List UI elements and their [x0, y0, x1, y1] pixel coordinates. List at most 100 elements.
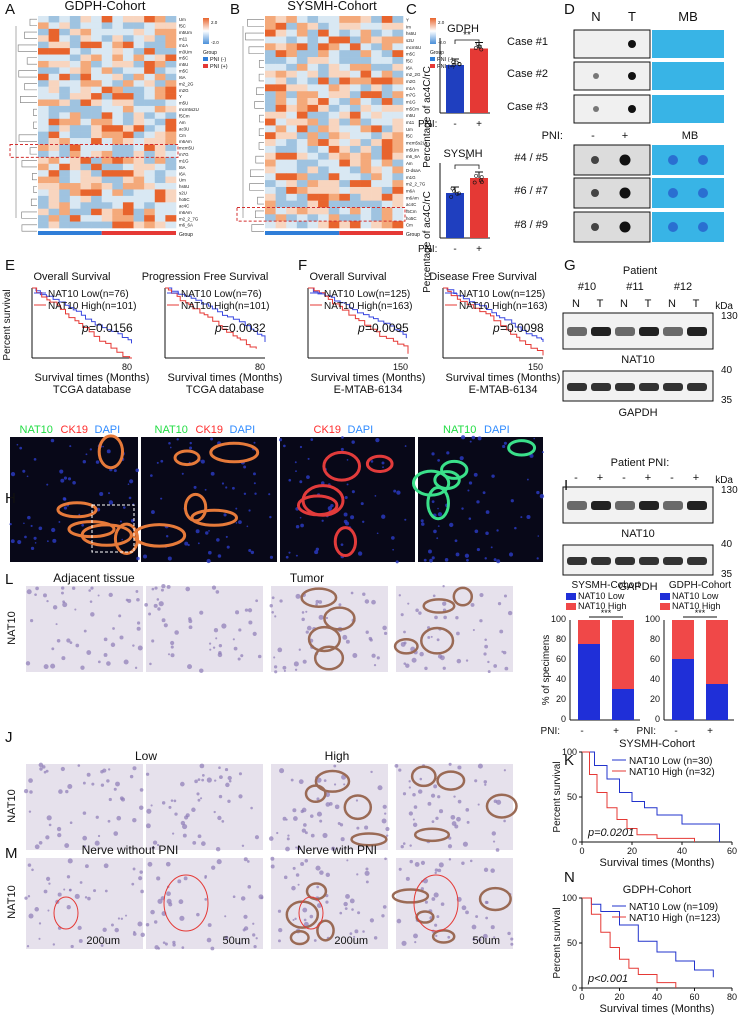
- nucleus: [110, 642, 116, 648]
- pni-label: PNI:: [418, 244, 437, 255]
- dapi-nucleus: [95, 460, 100, 464]
- legend-low: NAT10 Low(n=125): [324, 289, 410, 300]
- dapi-nucleus: [63, 506, 68, 510]
- gland-ring: [301, 484, 345, 517]
- heatmap-row-label: Um: [406, 127, 413, 132]
- tumor-gland: [410, 765, 437, 788]
- nerve-outline: [298, 896, 324, 930]
- bar-low: [578, 644, 600, 720]
- heatmap-cell: [275, 16, 287, 24]
- heatmap-cell: [144, 170, 156, 177]
- heatmap-cell: [48, 48, 60, 55]
- heatmap-cell: [265, 200, 276, 208]
- heatmap-cell: [286, 70, 298, 78]
- nucleus: [315, 599, 320, 604]
- heatmap-cell: [307, 186, 319, 195]
- heatmap-cell: [48, 183, 60, 190]
- nucleus: [158, 601, 164, 607]
- heatmap-cell: [328, 166, 340, 174]
- nucleus: [403, 630, 406, 634]
- heatmap-row-label: Im: [406, 24, 411, 29]
- heatmap-cell: [381, 173, 393, 181]
- heatmap-row-label: m5C: [179, 69, 188, 74]
- dapi-nucleus: [484, 557, 487, 560]
- if-panel: [418, 437, 543, 562]
- dendrogram-branch: [255, 210, 264, 219]
- nucleus: [250, 806, 253, 810]
- heatmap-row-label: m6Am: [179, 210, 192, 215]
- heatmap-cell: [371, 139, 383, 147]
- heatmap-cell: [144, 150, 156, 158]
- nucleus: [436, 638, 440, 642]
- nucleus: [112, 627, 115, 630]
- dapi-nucleus: [243, 465, 247, 469]
- nucleus: [34, 844, 40, 850]
- heatmap-cell: [59, 189, 71, 197]
- row-label-h: NAT10: [6, 611, 18, 644]
- gland-ring: [333, 526, 358, 558]
- heatmap-cell: [91, 150, 102, 158]
- nucleus: [238, 628, 242, 632]
- nucleus: [255, 599, 259, 603]
- heatmap-cell: [371, 207, 383, 215]
- heatmap-cell: [38, 73, 49, 81]
- heatmap-cell: [381, 77, 393, 85]
- dapi-nucleus: [340, 447, 344, 451]
- nucleus: [365, 880, 369, 884]
- heatmap-cell: [286, 36, 298, 44]
- heatmap-row-label: m2G: [179, 88, 189, 93]
- dapi-nucleus: [106, 449, 111, 454]
- heatmap-cell: [307, 36, 319, 44]
- nucleus: [447, 935, 451, 939]
- heatmap-cell: [122, 41, 134, 49]
- nucleus: [215, 637, 218, 640]
- tumor-gland: [350, 832, 388, 847]
- dapi-nucleus: [437, 459, 440, 462]
- km-source: TCGA database: [53, 384, 131, 396]
- heatmap-cell: [69, 67, 81, 75]
- nucleus: [57, 833, 62, 838]
- nucleus: [151, 587, 155, 591]
- dapi-nucleus: [285, 555, 289, 559]
- nucleus: [162, 941, 166, 944]
- heatmap-cell: [112, 202, 124, 210]
- heatmap-cell: [296, 70, 308, 78]
- dot-pos: [619, 187, 631, 199]
- heatmap-dendrogram: [15, 18, 37, 232]
- heatmap-cell: [80, 112, 92, 120]
- dapi-nucleus: [143, 554, 148, 559]
- nucleus: [146, 808, 152, 814]
- heatmap-cell: [59, 144, 71, 152]
- heatmap-cell: [38, 202, 49, 210]
- heatmap-cell: [371, 104, 383, 113]
- heatmap-cell: [381, 43, 393, 51]
- heatmap-cell: [144, 35, 156, 42]
- dapi-nucleus: [529, 453, 534, 458]
- nucleus: [113, 831, 119, 836]
- nucleus: [439, 655, 445, 661]
- nucleus: [283, 875, 288, 880]
- nucleus: [35, 586, 39, 591]
- dapi-nucleus: [248, 509, 251, 512]
- dapi-nucleus: [10, 539, 15, 544]
- nucleus: [255, 937, 258, 940]
- nucleus: [484, 783, 487, 786]
- dapi-nucleus: [51, 527, 56, 533]
- heatmap-cell: [360, 159, 372, 167]
- heatmap-cell: [69, 80, 81, 87]
- tumor-gland: [452, 586, 474, 607]
- nucleus: [199, 668, 204, 673]
- nucleus: [145, 923, 150, 927]
- dapi-nucleus: [58, 521, 61, 523]
- heatmap-cell: [328, 214, 340, 222]
- heatmap-cell: [69, 176, 81, 184]
- nucleus: [241, 844, 245, 847]
- tissue-bg: [271, 858, 388, 949]
- y-tick: 20: [556, 694, 566, 704]
- heatmap-cell: [392, 104, 404, 113]
- heatmap-cell: [91, 215, 102, 222]
- heatmap-cell: [275, 186, 287, 195]
- heatmap-row-label: m2G: [406, 79, 416, 84]
- highlight-ac4c-box: [236, 206, 406, 222]
- nucleus: [113, 787, 117, 791]
